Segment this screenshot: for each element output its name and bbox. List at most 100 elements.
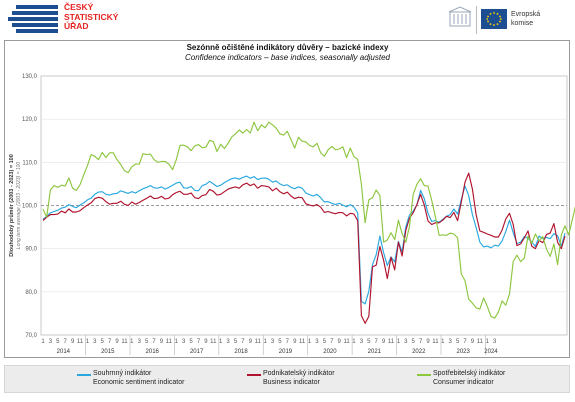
x-tick-label: 3 bbox=[49, 339, 53, 345]
x-tick-label: 5 bbox=[234, 339, 238, 345]
x-tick-label: 3 bbox=[226, 339, 230, 345]
x-tick-label: 5 bbox=[189, 339, 193, 345]
legend-swatch-business bbox=[247, 374, 261, 376]
x-tick-label: 1 bbox=[130, 339, 134, 345]
year-label: 2021 bbox=[368, 349, 382, 355]
x-tick-label: 1 bbox=[219, 339, 223, 345]
czso-logo-text: ČESKÝ STATISTICKÝ ÚŘAD bbox=[64, 2, 119, 31]
x-tick-label: 7 bbox=[419, 339, 423, 345]
x-tick-label: 9 bbox=[160, 339, 164, 345]
series-line-consumer bbox=[42, 121, 575, 319]
x-tick-label: 1 bbox=[486, 339, 490, 345]
x-tick-label: 7 bbox=[64, 339, 68, 345]
x-tick-label: 3 bbox=[404, 339, 408, 345]
chart-frame bbox=[4, 40, 570, 358]
legend-label-consumer: Spotřebitelský indikátor Consumer indica… bbox=[433, 370, 505, 387]
x-tick-label: 11 bbox=[77, 339, 84, 345]
year-label: 2022 bbox=[412, 349, 426, 355]
x-tick-label: 11 bbox=[210, 339, 217, 345]
european-commission-logo[interactable]: Evropská komise bbox=[448, 6, 567, 34]
x-tick-label: 1 bbox=[41, 339, 45, 345]
year-label: 2020 bbox=[323, 349, 337, 355]
ec-building-icon bbox=[447, 6, 473, 32]
y-tick-label: 80,0 bbox=[25, 290, 37, 296]
x-tick-label: 5 bbox=[367, 339, 371, 345]
x-tick-label: 9 bbox=[71, 339, 75, 345]
x-tick-label: 9 bbox=[293, 339, 297, 345]
chart-legend: Souhrnný indikátor Economic sentiment in… bbox=[4, 365, 570, 393]
y-tick-label: 100,0 bbox=[22, 204, 38, 210]
x-tick-label: 3 bbox=[449, 339, 453, 345]
x-tick-label: 9 bbox=[115, 339, 119, 345]
x-tick-label: 9 bbox=[249, 339, 253, 345]
legend-label-business: Podnikatelský indikátor Business indicat… bbox=[263, 370, 335, 387]
y-tick-label: 70,0 bbox=[25, 333, 37, 339]
header: ČESKÝ STATISTICKÝ ÚŘAD bbox=[0, 0, 575, 40]
y-tick-label: 110,0 bbox=[22, 160, 37, 166]
x-tick-label: 9 bbox=[337, 339, 341, 345]
series-line-economic-sentiment bbox=[42, 175, 566, 305]
x-tick-label: 5 bbox=[56, 339, 60, 345]
x-tick-label: 11 bbox=[121, 339, 128, 345]
x-tick-label: 11 bbox=[343, 339, 350, 345]
eu-flag-icon bbox=[481, 6, 507, 32]
legend-label-en: Consumer indicator bbox=[433, 378, 494, 386]
y-tick-label: 130,0 bbox=[22, 74, 38, 80]
x-tick-label: 7 bbox=[286, 339, 290, 345]
year-label: 2024 bbox=[484, 349, 498, 355]
x-tick-label: 11 bbox=[388, 339, 395, 345]
x-tick-label: 7 bbox=[152, 339, 156, 345]
x-tick-label: 5 bbox=[323, 339, 327, 345]
x-tick-label: 1 bbox=[397, 339, 401, 345]
x-tick-label: 9 bbox=[426, 339, 430, 345]
y-axis-label-secondary: Long term average (2003 - 2023) = 100 bbox=[16, 162, 22, 250]
legend-label-economic-sentiment: Souhrnný indikátor Economic sentiment in… bbox=[93, 370, 184, 387]
x-tick-label: 3 bbox=[360, 339, 364, 345]
x-tick-label: 3 bbox=[271, 339, 275, 345]
x-tick-label: 9 bbox=[382, 339, 386, 345]
x-tick-label: 11 bbox=[477, 339, 484, 345]
x-tick-label: 5 bbox=[101, 339, 105, 345]
x-tick-label: 1 bbox=[175, 339, 179, 345]
x-tick-label: 5 bbox=[456, 339, 460, 345]
legend-label-cz: Spotřebitelský indikátor bbox=[433, 370, 506, 377]
year-label: 2019 bbox=[279, 349, 293, 355]
x-tick-label: 11 bbox=[255, 339, 262, 345]
x-tick-label: 5 bbox=[278, 339, 282, 345]
legend-label-cz: Souhrnný indikátor bbox=[93, 370, 152, 377]
czso-logo[interactable]: ČESKÝ STATISTICKÝ ÚŘAD bbox=[6, 2, 136, 35]
year-label: 2016 bbox=[146, 349, 160, 355]
legend-label-en: Economic sentiment indicator bbox=[93, 378, 185, 386]
x-tick-label: 3 bbox=[315, 339, 319, 345]
x-tick-label: 1 bbox=[86, 339, 90, 345]
chart-subtitle: Confidence indicators – base indices, se… bbox=[184, 53, 390, 62]
year-label: 2015 bbox=[101, 349, 115, 355]
x-tick-label: 5 bbox=[412, 339, 416, 345]
x-tick-label: 11 bbox=[166, 339, 173, 345]
czso-logo-icon bbox=[6, 5, 62, 33]
x-tick-label: 7 bbox=[241, 339, 245, 345]
year-label: 2014 bbox=[57, 349, 71, 355]
x-tick-label: 1 bbox=[308, 339, 312, 345]
legend-label-cz: Podnikatelský indikátor bbox=[263, 370, 335, 377]
year-label: 2017 bbox=[190, 349, 204, 355]
y-tick-label: 90,0 bbox=[25, 247, 37, 253]
legend-label-en: Business indicator bbox=[263, 378, 320, 386]
x-tick-label: 7 bbox=[463, 339, 467, 345]
x-tick-label: 1 bbox=[352, 339, 356, 345]
legend-swatch-economic-sentiment bbox=[77, 374, 91, 376]
series-line-business bbox=[42, 172, 566, 324]
x-tick-label: 7 bbox=[330, 339, 334, 345]
x-tick-label: 3 bbox=[182, 339, 186, 345]
x-tick-label: 9 bbox=[471, 339, 475, 345]
x-tick-label: 1 bbox=[441, 339, 445, 345]
x-tick-label: 5 bbox=[145, 339, 149, 345]
y-axis-label: Dlouhodobý průměr (2003 - 2023) = 100 bbox=[8, 154, 15, 257]
x-tick-label: 1 bbox=[263, 339, 267, 345]
chart-title: Sezónně očištěné indikátory důvěry – baz… bbox=[186, 43, 389, 52]
eu-logo-text: Evropská komise bbox=[511, 11, 541, 27]
x-tick-label: 7 bbox=[108, 339, 112, 345]
year-label: 2018 bbox=[234, 349, 248, 355]
x-tick-label: 7 bbox=[197, 339, 201, 345]
